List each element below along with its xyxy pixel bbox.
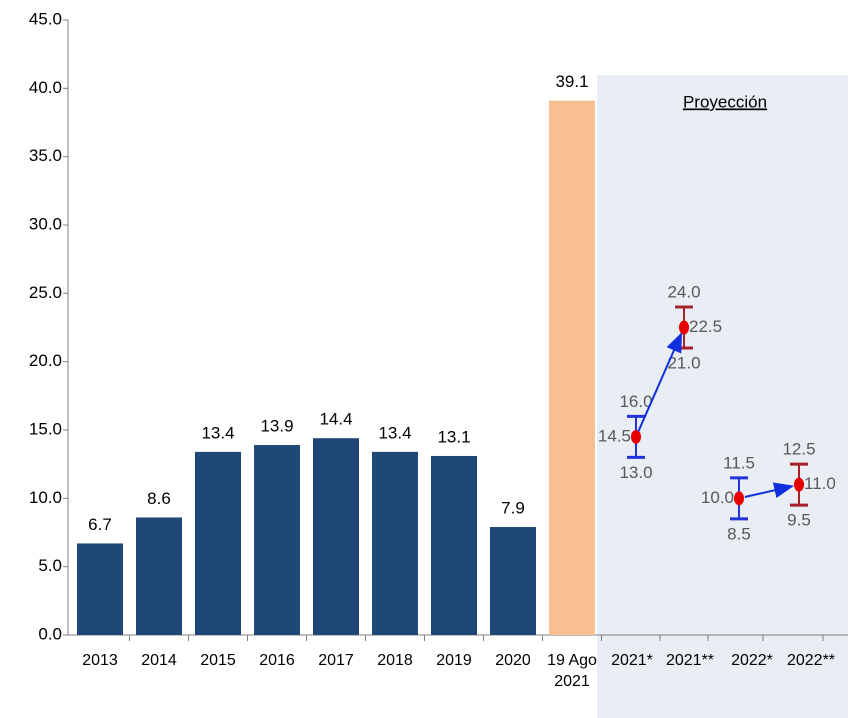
marker <box>734 491 744 506</box>
arrow <box>637 332 683 432</box>
bar <box>254 445 300 635</box>
y-tick-label: 35.0 <box>29 146 62 165</box>
value-label: 14.5 <box>598 426 631 445</box>
bar <box>431 455 477 635</box>
data-label: 39.1 <box>555 72 588 91</box>
x-tick-label: 2018 <box>377 652 413 669</box>
bar <box>136 517 182 635</box>
x-tick-label: 2022** <box>786 652 836 669</box>
data-label: 8.6 <box>147 489 171 508</box>
y-tick-label: 5.0 <box>38 556 62 575</box>
value-label: 22.5 <box>689 317 722 336</box>
bar <box>195 451 241 635</box>
bar <box>313 438 359 635</box>
x-tick-label: 19 Ago 2021 <box>547 652 597 690</box>
x-tick-label: 2021** <box>665 652 715 669</box>
y-tick-label: 30.0 <box>29 214 62 233</box>
data-label: 13.4 <box>201 423 234 442</box>
data-label: 13.4 <box>378 423 411 442</box>
y-tick-label: 20.0 <box>29 351 62 370</box>
y-tick-label: 0.0 <box>38 624 62 643</box>
low-label: 8.5 <box>727 524 751 543</box>
high-label: 11.5 <box>723 453 755 472</box>
x-tick-label: 2016 <box>259 652 295 669</box>
x-tick-label: 2020 <box>495 652 531 669</box>
x-tick-label: 2022* <box>731 652 773 669</box>
y-tick-label: 25.0 <box>29 283 62 302</box>
projection-area <box>597 75 848 718</box>
y-tick-label: 15.0 <box>29 419 62 438</box>
bar <box>77 543 123 635</box>
x-tick-label: 2015 <box>200 652 236 669</box>
y-tick-label: 45.0 <box>29 9 62 28</box>
data-label: 6.7 <box>88 515 112 534</box>
marker <box>679 320 689 335</box>
marker <box>794 477 804 492</box>
high-label: 16.0 <box>619 392 652 411</box>
y-tick-label: 10.0 <box>29 488 62 507</box>
value-label: 10.0 <box>701 488 734 507</box>
bar <box>490 527 536 635</box>
value-label: 11.0 <box>804 474 836 493</box>
data-label: 7.9 <box>501 499 525 518</box>
arrow <box>744 482 795 499</box>
data-label: 14.4 <box>319 410 352 429</box>
x-tick-label: 2013 <box>82 652 118 669</box>
x-tick-label: 2021* <box>611 652 653 669</box>
high-label: 24.0 <box>667 282 700 301</box>
low-label: 13.0 <box>619 463 652 482</box>
data-label: 13.1 <box>437 427 470 446</box>
high-label: 12.5 <box>782 440 815 459</box>
x-tick-label: 2014 <box>141 652 177 669</box>
low-label: 9.5 <box>787 511 811 530</box>
data-label: 13.9 <box>260 417 293 436</box>
x-tick-label: 2019 <box>436 652 472 669</box>
bar <box>372 451 418 635</box>
marker <box>631 429 641 444</box>
y-tick-label: 40.0 <box>29 78 62 97</box>
bar <box>549 100 595 636</box>
low-label: 21.0 <box>667 353 700 372</box>
projection-title: Proyección <box>683 92 767 111</box>
x-tick-label: 2017 <box>318 652 354 669</box>
